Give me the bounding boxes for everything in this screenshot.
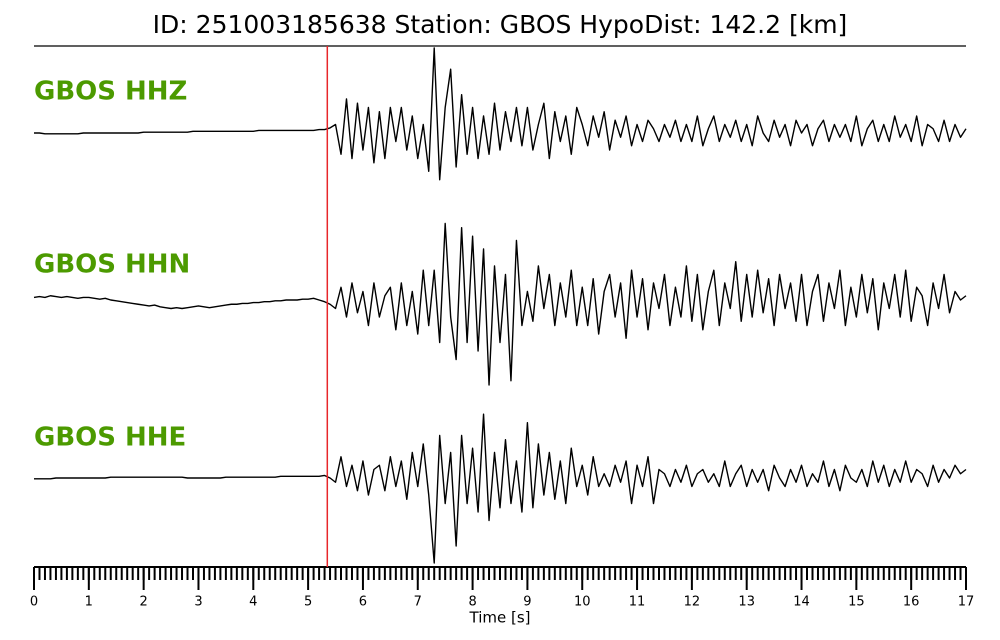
waveform bbox=[33, 222, 967, 386]
x-tick-label: 4 bbox=[249, 595, 257, 610]
x-tick-label: 13 bbox=[738, 595, 755, 610]
x-tick-label: 11 bbox=[629, 595, 646, 610]
waveform bbox=[34, 47, 967, 181]
x-tick-label: 1 bbox=[85, 595, 93, 610]
x-tick-label: 17 bbox=[958, 595, 975, 610]
x-tick-label: 2 bbox=[140, 595, 148, 610]
x-tick-label: 16 bbox=[903, 595, 920, 610]
x-tick-label: 10 bbox=[574, 595, 591, 610]
x-tick-label: 15 bbox=[848, 595, 865, 610]
chart-title: ID: 251003185638 Station: GBOS HypoDist:… bbox=[153, 10, 848, 39]
x-tick-label: 7 bbox=[414, 595, 422, 610]
x-tick-label: 14 bbox=[793, 595, 810, 610]
x-tick-label: 12 bbox=[684, 595, 701, 610]
trace-label: GBOS HHN bbox=[34, 250, 190, 280]
trace-label: GBOS HHE bbox=[34, 423, 186, 453]
x-tick-label: 8 bbox=[468, 595, 476, 610]
x-tick-label: 6 bbox=[359, 595, 367, 610]
x-tick-label: 5 bbox=[304, 595, 312, 610]
x-tick-label: 3 bbox=[194, 595, 202, 610]
waveform bbox=[34, 413, 967, 564]
trace-label: GBOS HHZ bbox=[34, 77, 187, 107]
x-tick-label: 0 bbox=[30, 595, 38, 610]
x-tick-label: 9 bbox=[523, 595, 531, 610]
x-axis-label: Time [s] bbox=[469, 609, 531, 627]
